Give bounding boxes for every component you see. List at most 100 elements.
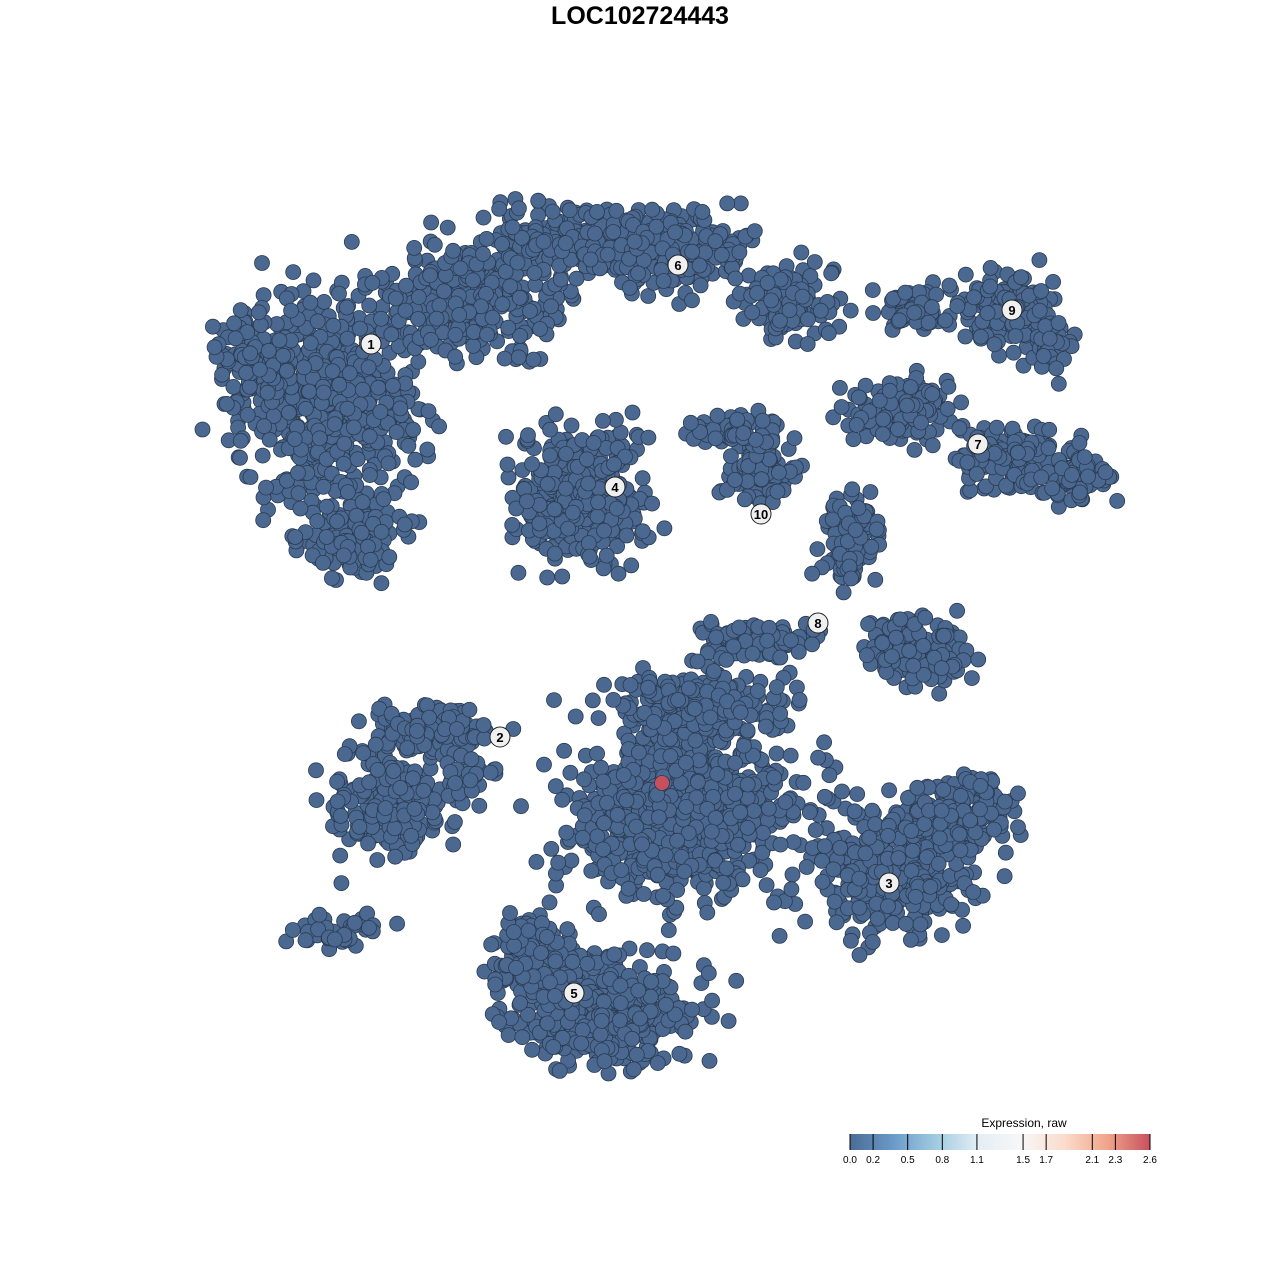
cell-point (924, 437, 941, 454)
cell-point (785, 834, 802, 850)
cell-point (482, 764, 499, 781)
cell-point (499, 456, 516, 473)
cell-point (290, 464, 306, 481)
cell-point (671, 1045, 688, 1062)
cell-point (556, 742, 572, 759)
cell-point (399, 740, 416, 756)
cell-point (542, 974, 558, 991)
cell-point (239, 406, 256, 423)
cell-point (491, 1014, 508, 1030)
cell-point (385, 763, 402, 779)
cell-point (684, 1001, 700, 1018)
cell-point (415, 782, 432, 799)
cell-point (799, 336, 816, 352)
cell-point (1071, 435, 1088, 451)
cell-point (532, 321, 548, 337)
cell-point (496, 350, 513, 367)
cell-point (612, 1012, 628, 1029)
cell-point (816, 838, 833, 855)
cell-point (781, 302, 798, 319)
cell-point (502, 905, 518, 921)
cell-point (903, 932, 919, 948)
cell-point (940, 378, 957, 395)
cell-point (326, 416, 343, 433)
cell-point (769, 483, 786, 500)
cell-point (278, 362, 295, 379)
cell-point (573, 1035, 590, 1052)
cell-point (559, 921, 576, 937)
cell-point (510, 564, 527, 581)
cell-point (966, 289, 982, 306)
cell-point (644, 201, 661, 218)
cell-point (260, 342, 277, 359)
cell-point (844, 481, 861, 498)
cell-point (498, 428, 514, 445)
cell-point (542, 421, 558, 438)
cell-point (935, 628, 952, 644)
cell-point (392, 400, 409, 417)
cell-point (874, 426, 891, 443)
cell-point (542, 447, 558, 464)
cell-point (867, 571, 884, 588)
cell-point (355, 745, 372, 761)
cell-point (593, 759, 609, 776)
cell-point (729, 411, 746, 428)
cell-point (388, 424, 405, 441)
cell-point (338, 299, 355, 316)
cell-point (375, 491, 392, 508)
cell-point (383, 326, 400, 343)
cell-point (626, 233, 643, 250)
cell-point (311, 906, 328, 923)
cell-point (286, 431, 303, 447)
cell-point (309, 313, 326, 330)
cell-point (568, 270, 585, 287)
cell-point (1005, 344, 1022, 361)
cell-point (846, 803, 863, 820)
cell-point (214, 366, 231, 383)
cell-point (982, 278, 998, 295)
cell-point (206, 339, 223, 356)
cell-point (660, 922, 677, 939)
cell-point (447, 326, 464, 343)
cell-point (814, 874, 831, 890)
cell-point (475, 717, 492, 733)
cell-point (581, 548, 598, 565)
cell-point (997, 844, 1014, 861)
cell-point (558, 445, 574, 462)
cell-point (547, 778, 564, 795)
cell-point (917, 609, 934, 626)
cell-point (804, 636, 820, 653)
cell-point (547, 406, 564, 423)
cell-point (800, 311, 816, 328)
cell-point (592, 1026, 609, 1043)
cell-point (658, 996, 674, 1013)
cell-point (610, 565, 627, 582)
cell-point (387, 290, 404, 307)
cell-point (832, 379, 848, 396)
cell-point (1050, 315, 1067, 331)
cell-point (419, 441, 436, 458)
cell-point (1010, 785, 1026, 802)
cell-point (339, 400, 356, 417)
cell-point (318, 529, 335, 545)
cell-point (539, 929, 555, 945)
cell-point (398, 277, 415, 294)
cell-point (713, 246, 730, 263)
cell-point (700, 965, 717, 982)
cell-point (639, 942, 655, 959)
cell-point (494, 236, 510, 252)
cell-point (329, 513, 346, 530)
cell-point (1064, 466, 1080, 483)
cell-point (1013, 269, 1029, 286)
cell-point (1044, 480, 1061, 497)
cell-point (420, 403, 437, 420)
cell-point (906, 441, 923, 458)
cell-point (861, 829, 878, 846)
cell-point (1033, 283, 1049, 299)
cell-point (833, 399, 850, 415)
cell-point (580, 535, 597, 551)
cell-point (484, 309, 501, 326)
cell-point (709, 407, 726, 424)
cell-point (232, 302, 249, 319)
cell-point (539, 476, 556, 493)
